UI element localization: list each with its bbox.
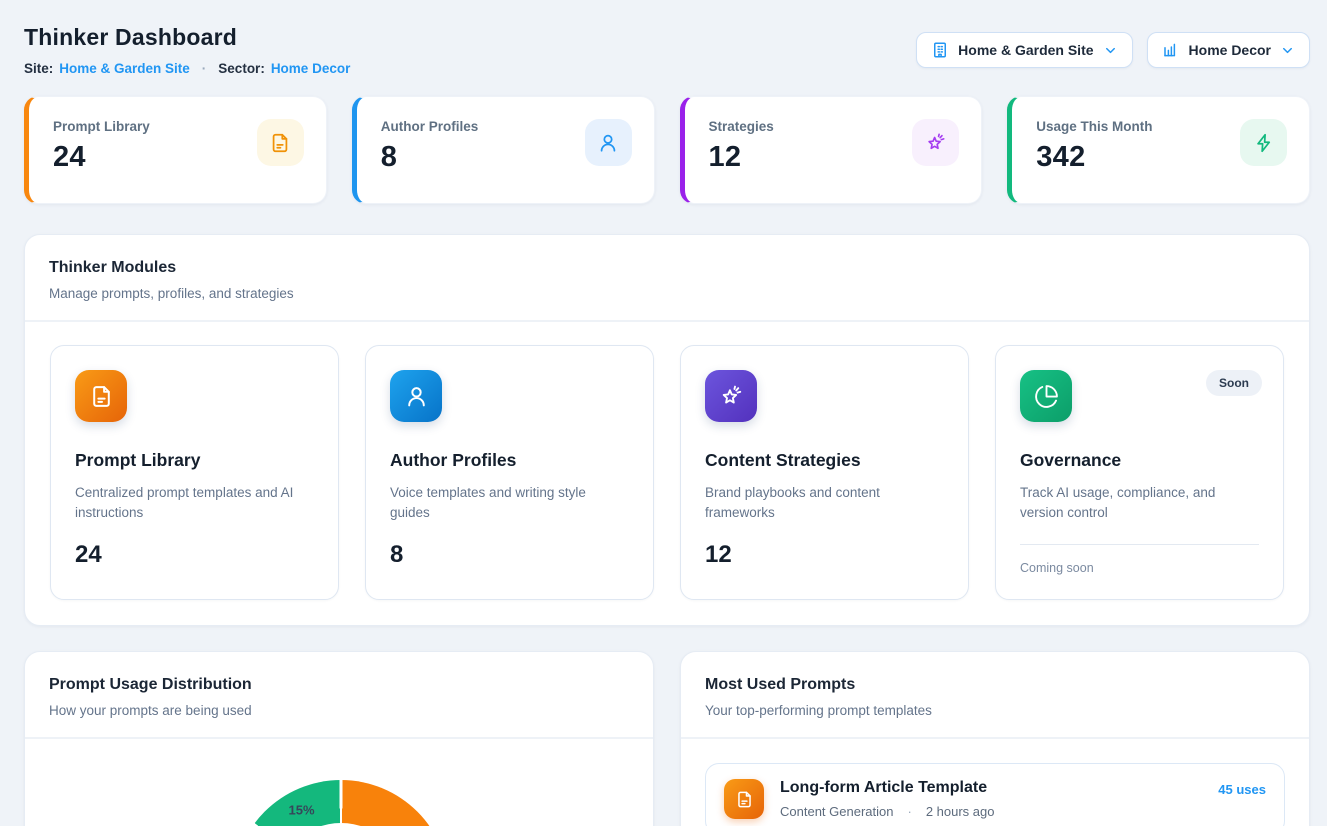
- file-text-icon: [724, 779, 764, 819]
- stat-text: Prompt Library 24: [53, 119, 150, 174]
- site-selector-label: Home & Garden Site: [958, 42, 1094, 58]
- header-left: Thinker Dashboard Site: Home & Garden Si…: [24, 24, 350, 76]
- stats-row: Prompt Library 24 Author Profiles 8 Stra…: [24, 96, 1310, 204]
- coming-soon-text: Coming soon: [1020, 561, 1094, 575]
- module-title: Author Profiles: [390, 450, 517, 470]
- prompt-list-item[interactable]: Long-form Article Template Content Gener…: [705, 763, 1285, 826]
- chevron-down-icon: [1280, 43, 1295, 58]
- modules-header: Thinker Modules Manage prompts, profiles…: [25, 235, 1309, 322]
- user-icon: [390, 370, 442, 422]
- prompt-item-body: Long-form Article Template Content Gener…: [780, 779, 1202, 819]
- zap-icon: [1240, 119, 1287, 166]
- stat-value: 8: [380, 141, 398, 173]
- stat-card-usage: Usage This Month 342: [1007, 96, 1310, 204]
- prompt-list: Long-form Article Template Content Gener…: [681, 739, 1309, 826]
- module-count: 12: [705, 541, 732, 568]
- stat-label: Prompt Library: [53, 119, 150, 134]
- module-count: 8: [390, 541, 404, 568]
- prompt-item-uses: 45 uses: [1218, 782, 1266, 797]
- site-link[interactable]: Home & Garden Site: [59, 61, 190, 76]
- sector-label: Sector:: [218, 61, 265, 76]
- module-description: Brand playbooks and content frameworks: [705, 485, 880, 520]
- prompts-panel-header: Most Used Prompts Your top-performing pr…: [681, 652, 1309, 739]
- usage-donut-chart[interactable]: 15%: [233, 780, 449, 826]
- stat-label: Usage This Month: [1036, 119, 1153, 134]
- module-title: Content Strategies: [705, 450, 861, 470]
- sector-selector-label: Home Decor: [1188, 42, 1271, 58]
- module-card-author-profiles[interactable]: Author Profiles Voice templates and writ…: [365, 345, 654, 600]
- user-icon: [584, 119, 632, 166]
- file-text-icon: [75, 370, 127, 422]
- bar-chart-icon: [1162, 41, 1180, 59]
- module-count: 24: [75, 541, 102, 568]
- stat-text: Usage This Month 342: [1036, 119, 1152, 174]
- stat-text: Strategies 12: [709, 119, 774, 174]
- site-label: Site:: [24, 61, 54, 76]
- sector-link[interactable]: Home Decor: [270, 61, 351, 76]
- modules-title: Thinker Modules: [49, 259, 177, 276]
- prompt-item-meta: Content Generation · 2 hours ago: [780, 804, 1202, 819]
- prompts-panel-title: Most Used Prompts: [705, 676, 856, 693]
- usage-panel-subtitle: How your prompts are being used: [49, 703, 252, 718]
- page-header: Thinker Dashboard Site: Home & Garden Si…: [24, 24, 1310, 76]
- modules-grid: Prompt Library Centralized prompt templa…: [25, 322, 1309, 625]
- modules-section: Thinker Modules Manage prompts, profiles…: [24, 234, 1310, 626]
- file-text-icon: [256, 119, 304, 166]
- prompt-item-title: Long-form Article Template: [780, 779, 988, 796]
- stat-card-strategies: Strategies 12: [679, 96, 983, 204]
- stat-value: 342: [1036, 141, 1086, 173]
- module-card-prompt-library[interactable]: Prompt Library Centralized prompt templa…: [50, 345, 339, 600]
- sparkle-star-icon: [705, 370, 757, 422]
- prompt-item-time: 2 hours ago: [925, 804, 995, 819]
- module-title: Prompt Library: [75, 450, 201, 470]
- stat-card-author-profiles: Author Profiles 8: [351, 96, 655, 204]
- stat-value: 24: [53, 141, 86, 173]
- header-selectors: Home & Garden Site Home Decor: [916, 32, 1310, 68]
- module-description: Voice templates and writing style guides: [390, 485, 586, 520]
- most-used-prompts-panel: Most Used Prompts Your top-performing pr…: [680, 651, 1310, 826]
- stat-label: Author Profiles: [380, 119, 479, 134]
- stat-value: 12: [708, 141, 742, 173]
- module-card-governance: Soon Governance Track AI usage, complian…: [995, 345, 1284, 600]
- module-description: Track AI usage, compliance, and version …: [1020, 485, 1216, 520]
- site-selector-button[interactable]: Home & Garden Site: [916, 32, 1133, 68]
- prompt-item-category: Content Generation: [780, 804, 894, 819]
- module-divider: [1020, 544, 1259, 545]
- usage-chart-area: 15%: [25, 739, 653, 826]
- sector-selector-button[interactable]: Home Decor: [1146, 32, 1310, 68]
- usage-panel-title: Prompt Usage Distribution: [49, 676, 252, 693]
- stat-text: Author Profiles 8: [381, 119, 479, 174]
- meta-separator: ·: [201, 61, 207, 76]
- pie-chart-icon: [1020, 370, 1072, 422]
- sparkle-star-icon: [912, 119, 960, 166]
- stat-card-prompt-library: Prompt Library 24: [24, 96, 327, 204]
- usage-panel-header: Prompt Usage Distribution How your promp…: [25, 652, 653, 739]
- chevron-down-icon: [1103, 43, 1118, 58]
- module-card-content-strategies[interactable]: Content Strategies Brand playbooks and c…: [680, 345, 969, 600]
- stat-label: Strategies: [708, 119, 774, 134]
- breadcrumb: Site: Home & Garden Site · Sector: Home …: [24, 61, 350, 76]
- module-description: Centralized prompt templates and AI inst…: [75, 485, 294, 520]
- soon-badge: Soon: [1206, 370, 1262, 396]
- meta-separator: ·: [907, 804, 912, 819]
- module-title: Governance: [1020, 450, 1122, 470]
- donut-slice-label: 15%: [288, 802, 315, 818]
- page-title: Thinker Dashboard: [24, 24, 237, 50]
- prompts-panel-subtitle: Your top-performing prompt templates: [705, 703, 932, 718]
- bottom-row: Prompt Usage Distribution How your promp…: [24, 651, 1310, 826]
- building-icon: [931, 41, 949, 59]
- usage-distribution-panel: Prompt Usage Distribution How your promp…: [24, 651, 654, 826]
- modules-subtitle: Manage prompts, profiles, and strategies: [49, 286, 294, 301]
